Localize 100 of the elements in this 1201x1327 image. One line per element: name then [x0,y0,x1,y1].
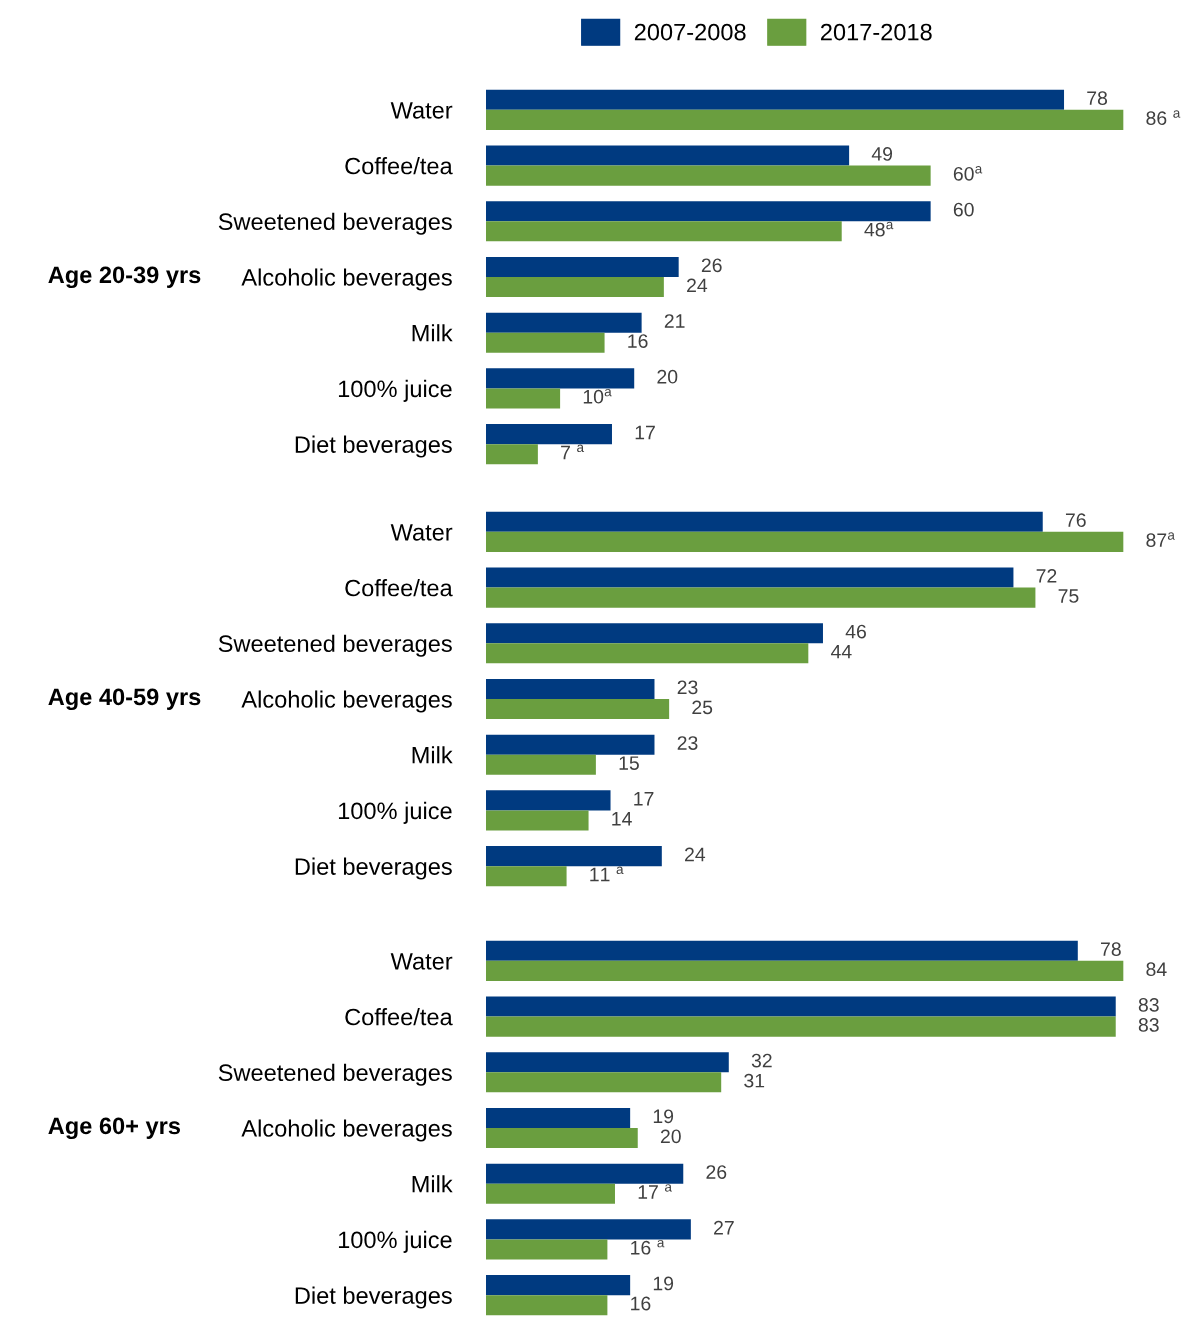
y-tick-label: Sweetened beverages [218,212,452,235]
bar [486,1072,722,1093]
data-label: 27 [714,1220,734,1235]
bar [486,201,931,222]
data-label: 10$^{a}$ [583,388,612,404]
bar [486,699,670,720]
y-tick-label: Sweetened beverages [218,1063,452,1086]
data-label: 60$^{a}$ [953,166,983,181]
data-label: 75 [1058,589,1079,603]
data-label: 16 [631,1296,651,1311]
y-tick-label: Alcoholic beverages [241,690,452,713]
y-tick-label: 100% juice [338,801,452,824]
data-label: 17 [634,792,654,806]
bar [486,531,1124,552]
y-tick-label: Milk [412,324,453,342]
bar [486,165,931,186]
bar [486,1016,1116,1037]
data-label: 44 [830,644,852,659]
bar [486,388,561,409]
bar [486,587,1036,608]
data-label: 15 [619,756,639,770]
legend-label: 2017-2018 [821,23,932,41]
bar [486,810,589,831]
bar [486,1128,638,1149]
data-label: 83 [1138,1018,1159,1032]
bar [486,623,823,644]
bar [486,1275,631,1296]
bar [486,734,655,755]
data-label: 14 [612,812,632,826]
data-label: 16 [628,334,648,348]
data-label: 24 [685,847,706,862]
bar [486,996,1116,1017]
bar [486,1163,684,1184]
data-label: 83 [1138,997,1159,1012]
y-tick-label: Water [390,102,453,119]
data-label: 60 [953,202,974,217]
data-label: 19 [653,1276,674,1291]
data-label: 46 [845,624,866,639]
y-tick-label: Water [390,953,453,970]
y-tick-label: 100% juice [338,379,452,402]
y-tick-label: Coffee/tea [345,579,453,597]
bar [486,940,1078,961]
data-label: 7 $^{a}$ [561,444,585,460]
data-label: 21 [664,314,685,328]
data-label: 72 [1036,568,1057,583]
bar [486,1052,729,1073]
data-label: 17 $^{a}$ [638,1184,672,1199]
y-tick-label: Coffee/tea [345,1008,453,1026]
y-tick-label: Coffee/tea [345,157,453,175]
y-tick-label: Diet beverages [295,435,452,458]
data-label: 23 [677,736,698,750]
bar [486,1239,608,1260]
data-label: 25 [692,700,713,715]
y-tick-label: Water [390,524,453,541]
bar [486,1295,608,1316]
data-label: 19 [653,1109,674,1124]
y-tick-label: Milk [412,1175,453,1193]
data-label: 76 [1065,513,1086,528]
bar [486,678,655,699]
bar [486,312,642,333]
bar [486,846,662,867]
bar [486,277,664,298]
bar [486,754,596,775]
bar [486,790,611,811]
data-label: 49 [871,146,893,161]
bar [486,424,612,445]
data-label: 78 [1101,942,1121,957]
y-tick-label: Alcoholic beverages [241,1119,452,1142]
bar [486,643,809,664]
data-label: 31 [744,1073,765,1088]
bar [486,866,567,887]
bar [486,368,635,389]
bar [486,1107,631,1128]
data-label: 32 [751,1053,772,1068]
data-label: 48$^{a}$ [864,221,894,237]
legend-label: 2007-2008 [634,23,746,41]
bar [486,109,1124,130]
y-axis-title: Age 20-39 yrs [48,266,201,289]
bar [486,1219,691,1240]
data-label: 24 [687,278,708,293]
data-label: 11 $^{a}$ [590,866,624,882]
data-label: 87$^{a}$ [1146,532,1175,548]
y-tick-label: Sweetened beverages [218,634,452,657]
bar [486,567,1014,588]
y-tick-label: Milk [412,746,453,764]
y-tick-label: Diet beverages [295,1286,452,1309]
data-label: 86 $^{a}$ [1146,110,1181,126]
y-axis-title: Age 60+ yrs [48,1117,180,1139]
data-label: 23 [677,680,698,695]
data-label: 16 $^{a}$ [631,1239,665,1255]
data-label: 20 [657,369,678,384]
data-label: 20 [660,1129,681,1144]
data-label: 26 [706,1165,727,1179]
data-label: 26 [701,258,722,273]
y-tick-label: Alcoholic beverages [241,268,452,291]
bar [486,444,538,465]
bar [486,1183,615,1204]
data-label: 17 [635,425,655,440]
bar [486,332,605,353]
bar [486,511,1043,532]
